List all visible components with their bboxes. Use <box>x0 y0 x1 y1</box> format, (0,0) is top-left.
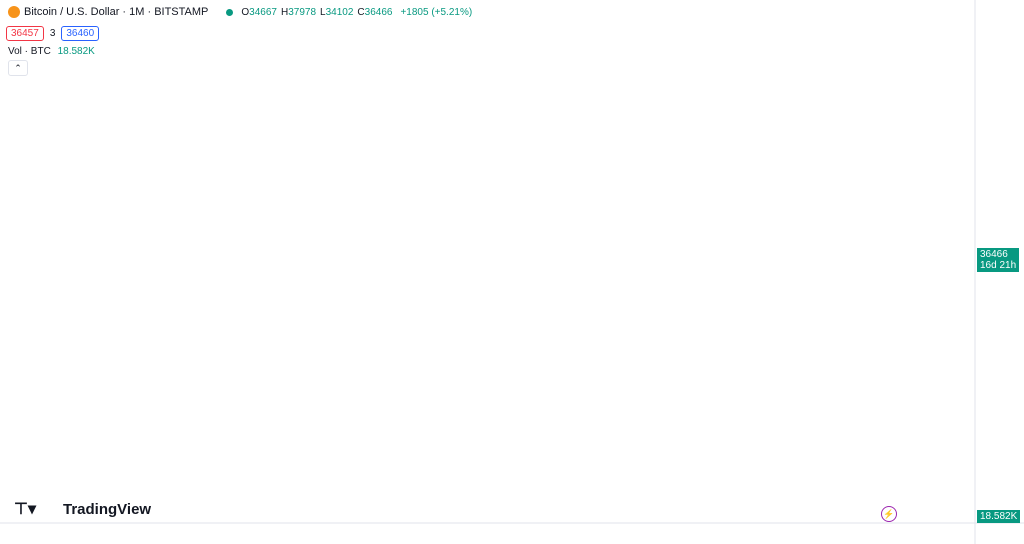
ohlc-value: 34102 <box>325 6 354 18</box>
collapse-button[interactable]: ⌃ <box>8 60 28 76</box>
coin-icon <box>8 6 20 18</box>
countdown: 16d 21h <box>980 259 1017 271</box>
ohlc-label: O <box>241 6 250 18</box>
volume-legend: Vol · BTC 18.582K <box>8 46 95 57</box>
ohlc-label: H <box>280 6 289 18</box>
ohlc-label: C <box>357 6 365 18</box>
ohlc: O34667 H37978 L34102 C36466 <box>241 7 396 18</box>
last-price: 36466 <box>980 248 1008 260</box>
volume-title: Vol · BTC <box>8 46 51 57</box>
status-dot <box>226 8 234 16</box>
ask-button[interactable]: 36460 <box>61 26 100 41</box>
bid-button[interactable]: 36457 <box>6 26 44 41</box>
ohlc-value: 37978 <box>288 6 317 18</box>
price-badge: 36466 16d 21h <box>977 247 1020 272</box>
ohlc-value: 36466 <box>364 6 393 18</box>
symbol[interactable]: Bitcoin / U.S. Dollar · 1M · BITSTAMP <box>24 6 209 18</box>
quote-row: 36457 3 36460 <box>6 26 100 41</box>
ohlc-value: 34667 <box>249 6 277 18</box>
symbol-row: Bitcoin / U.S. Dollar · 1M · BITSTAMP O3… <box>8 6 472 18</box>
logo: TradingView <box>63 501 151 518</box>
volume-badge: 18.582K <box>977 510 1021 523</box>
spread: 3 <box>49 28 56 39</box>
ohlc-label: L <box>320 6 326 18</box>
volume-value: 18.582K <box>57 46 95 57</box>
change: +1805 (+5.21%) <box>400 6 473 18</box>
event-icon[interactable]: ⚡ <box>881 506 897 522</box>
logo-mark: ⊤▾ <box>14 501 37 518</box>
